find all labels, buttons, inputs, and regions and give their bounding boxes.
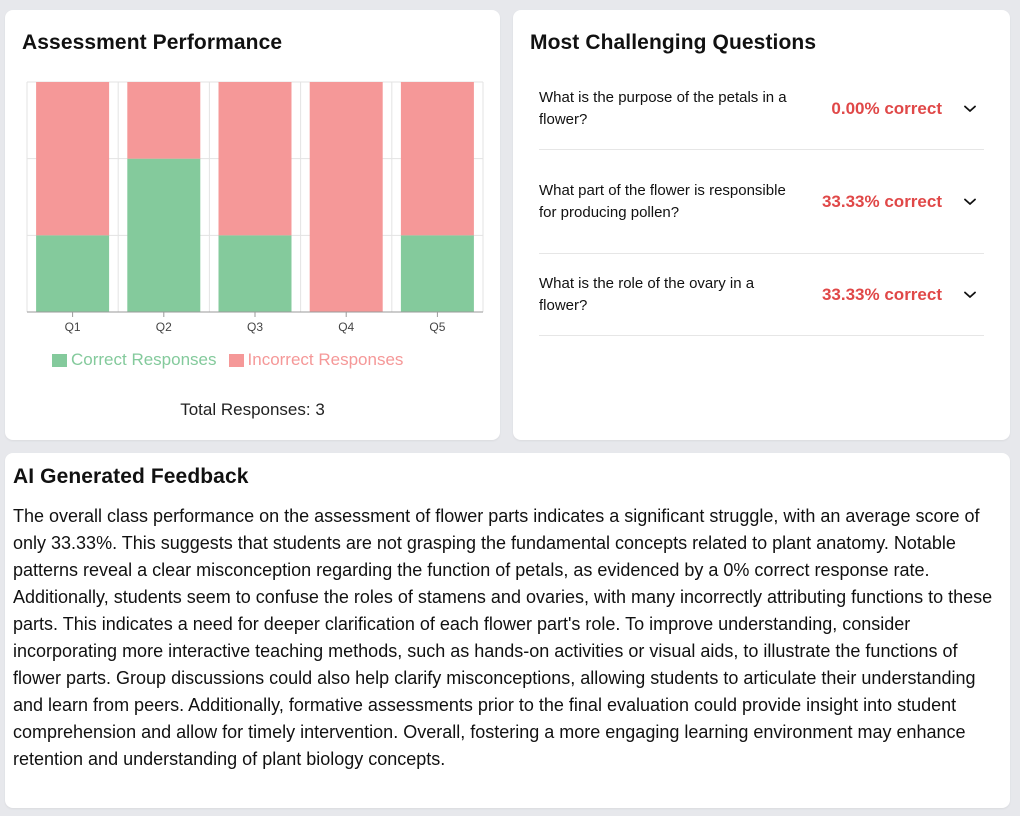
chart-legend: Correct Responses Incorrect Responses xyxy=(52,350,415,370)
bar-q2-correct[interactable] xyxy=(127,158,201,312)
question-item[interactable]: What is the role of the ovary in a flowe… xyxy=(539,254,984,336)
x-tick-label: Q2 xyxy=(156,320,172,334)
question-score: 0.00% correct xyxy=(831,98,942,118)
assessment-performance-title: Assessment Performance xyxy=(22,31,283,54)
challenging-questions-card: Most Challenging Questions What is the p… xyxy=(513,10,1010,440)
bar-q3-correct[interactable] xyxy=(218,235,292,312)
ai-feedback-title: AI Generated Feedback xyxy=(13,465,249,488)
question-text: What is the role of the ovary in a flowe… xyxy=(539,274,755,314)
stacked-bar-chart: Q1 Q2 Q3 Q4 Q5 xyxy=(26,81,484,334)
bar-q3-incorrect[interactable] xyxy=(218,82,292,236)
legend-swatch-correct xyxy=(52,353,67,367)
chevron-down-icon[interactable] xyxy=(962,287,978,303)
question-item[interactable]: What is the purpose of the petals in a f… xyxy=(539,68,984,150)
x-tick-label: Q4 xyxy=(338,320,354,334)
x-tick-label: Q1 xyxy=(65,320,81,334)
ai-feedback-body: The overall class performance on the ass… xyxy=(13,506,993,769)
bar-q5-incorrect[interactable] xyxy=(400,82,474,236)
chevron-down-icon[interactable] xyxy=(962,101,978,117)
x-tick-label: Q5 xyxy=(429,320,445,334)
total-responses: Total Responses: 3 xyxy=(180,400,325,419)
bar-q5-correct[interactable] xyxy=(400,235,474,312)
challenging-questions-title: Most Challenging Questions xyxy=(530,31,817,54)
bar-q1-incorrect[interactable] xyxy=(36,82,110,236)
legend-label-correct: Correct Responses xyxy=(71,350,217,369)
legend-swatch-incorrect xyxy=(228,353,244,367)
legend-item-incorrect[interactable]: Incorrect Responses xyxy=(228,350,404,370)
question-score: 33.33% correct xyxy=(821,191,942,211)
bar-q2-incorrect[interactable] xyxy=(127,82,201,159)
question-text: What is the purpose of the petals in a f… xyxy=(539,88,787,128)
bar-q4-incorrect[interactable] xyxy=(309,82,383,312)
bar-q1-correct[interactable] xyxy=(36,235,110,312)
legend-label-incorrect: Incorrect Responses xyxy=(247,350,404,369)
question-text: What part of the flower is responsible f… xyxy=(539,181,786,221)
question-item[interactable]: What part of the flower is responsible f… xyxy=(539,150,984,254)
ai-feedback-card: AI Generated Feedback The overall class … xyxy=(5,453,1010,808)
assessment-performance-card: Assessment Performance Q1 Q2 Q3 Q4 Q5 Correc… xyxy=(5,10,500,440)
question-score: 33.33% correct xyxy=(821,284,942,304)
legend-item-correct[interactable]: Correct Responses xyxy=(52,350,217,370)
chevron-down-icon[interactable] xyxy=(962,194,978,210)
x-tick-label: Q3 xyxy=(247,320,263,334)
question-list: What is the purpose of the petals in a f… xyxy=(539,68,984,336)
